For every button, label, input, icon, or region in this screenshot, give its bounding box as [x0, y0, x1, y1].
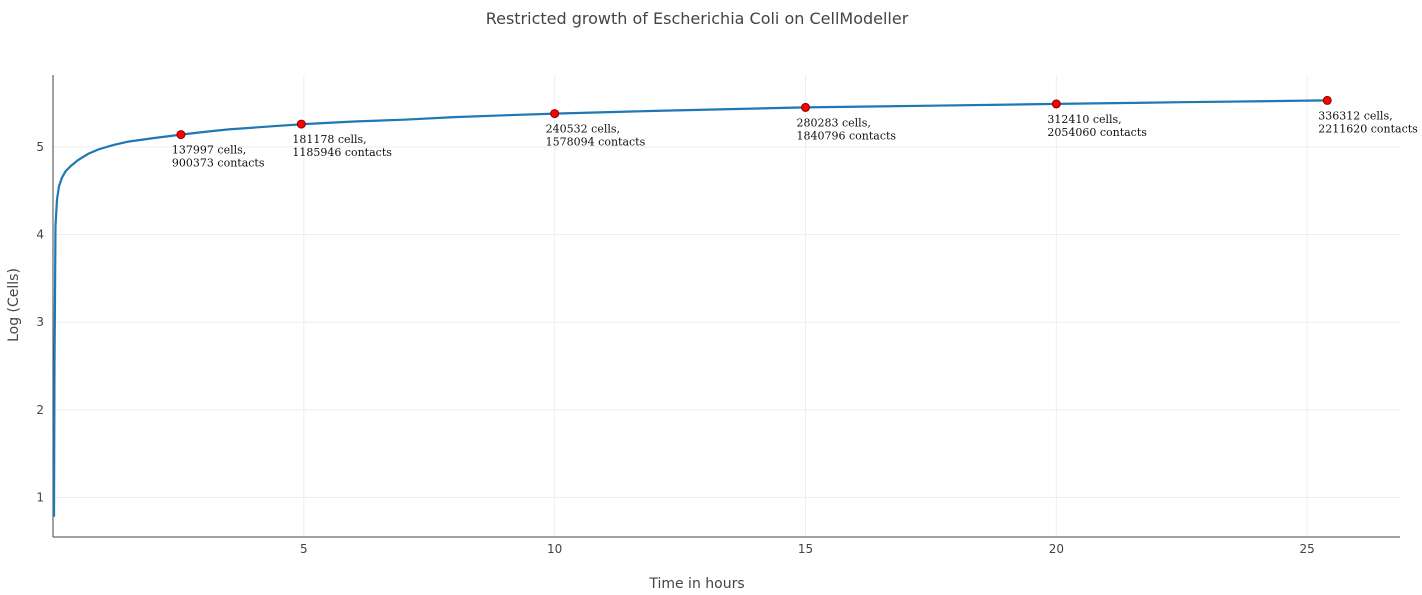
y-axis-title: Log (Cells) [6, 268, 22, 342]
marker-contacts-label: 1185946 contacts [292, 146, 392, 159]
data-point-marker [296, 119, 306, 129]
chart-title: Restricted growth of Escherichia Coli on… [486, 9, 909, 28]
x-tick-label: 25 [1300, 542, 1315, 556]
marker-annotations: 137997 cells,900373 contacts 181178 cells… [172, 109, 1418, 169]
marker-cells-label: 240532 cells, [546, 123, 620, 136]
tick-labels: 5 10 15 20 25 1 2 3 4 5 [36, 140, 1314, 556]
growth-series-line [52, 99, 1328, 517]
marker-cells-label: 181178 cells, [292, 133, 366, 146]
data-point-marker [176, 130, 186, 140]
marker-cells-label: 312410 cells, [1047, 113, 1121, 126]
data-markers [176, 95, 1332, 140]
gridlines [53, 75, 1400, 537]
data-point-marker [550, 109, 560, 119]
marker-contacts-label: 2054060 contacts [1047, 126, 1147, 139]
marker-contacts-label: 2211620 contacts [1318, 122, 1418, 135]
data-point-marker [801, 102, 811, 112]
marker-contacts-label: 1840796 contacts [797, 129, 897, 142]
x-axis-title: Time in hours [648, 576, 744, 592]
y-tick-label: 3 [36, 315, 44, 329]
x-tick-label: 15 [798, 542, 813, 556]
marker-contacts-label: 900373 contacts [172, 157, 265, 170]
marker-cells-label: 280283 cells, [797, 116, 871, 129]
data-point-marker [1322, 95, 1332, 105]
x-tick-label: 10 [547, 542, 562, 556]
y-tick-label: 1 [36, 491, 44, 505]
y-tick-label: 2 [36, 403, 44, 417]
y-tick-label: 5 [36, 140, 44, 154]
x-tick-label: 5 [300, 542, 308, 556]
x-tick-label: 20 [1049, 542, 1064, 556]
marker-cells-label: 336312 cells, [1318, 109, 1392, 122]
y-tick-label: 4 [36, 228, 44, 242]
data-point-marker [1051, 99, 1061, 109]
marker-contacts-label: 1578094 contacts [546, 136, 646, 149]
marker-cells-label: 137997 cells, [172, 144, 246, 157]
